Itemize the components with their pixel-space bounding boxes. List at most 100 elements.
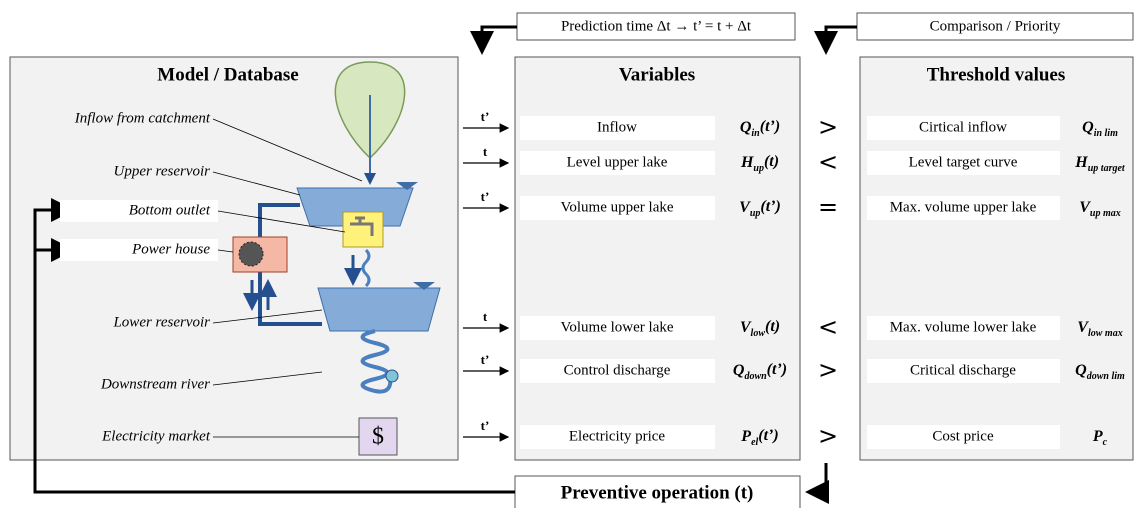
symbol-sub: up target <box>1088 163 1126 174</box>
model-label: Electricity market <box>101 428 211 444</box>
model-label: Downstream river <box>100 376 210 392</box>
symbol-arg: (t’) <box>760 198 780 215</box>
threshold-box <box>867 196 1060 220</box>
threshold-box <box>867 316 1060 340</box>
gauge <box>385 369 399 383</box>
model-title: Model / Database <box>157 64 298 85</box>
variable-name: Volume upper lake <box>560 199 673 215</box>
symbol-base: Q <box>740 119 752 136</box>
symbol: Vup(t’) <box>739 198 781 219</box>
river <box>360 329 393 394</box>
faucet-icon <box>350 216 374 236</box>
symbol-base: V <box>740 319 752 336</box>
threshold-name: Critical discharge <box>910 362 1016 378</box>
threshold-name: Cost price <box>932 428 994 444</box>
arrow <box>805 463 829 504</box>
model-label: Inflow from catchment <box>74 110 211 126</box>
spill <box>361 248 371 288</box>
symbol-arg: (t’) <box>758 427 778 444</box>
variable-box <box>520 359 715 383</box>
market-symbol: $ <box>372 424 384 450</box>
model-label: Power house <box>131 241 210 257</box>
symbol-sub: c <box>1103 437 1108 448</box>
symbol-sub: el <box>751 437 758 448</box>
symbol: Vlow(t) <box>740 318 780 339</box>
symbol: Vlow max <box>1077 319 1122 339</box>
variable-box <box>520 316 715 340</box>
feedback-arrow <box>33 198 515 494</box>
variable-name: Control discharge <box>564 362 671 378</box>
operator: < <box>818 148 838 176</box>
level-marker <box>396 182 418 190</box>
symbol-arg: (t’) <box>760 118 780 135</box>
symbol-sub: up max <box>1090 208 1121 219</box>
prediction-box <box>516 12 796 41</box>
time-label: t’ <box>481 109 490 124</box>
symbol-base: Q <box>1075 362 1087 379</box>
symbol: Pc <box>1092 428 1108 448</box>
label-box <box>60 239 218 261</box>
comparison-label: Comparison / Priority <box>930 18 1061 34</box>
symbol-arg: (t) <box>765 318 780 335</box>
threshold-name: Max. volume lower lake <box>890 319 1037 335</box>
threshold-box <box>867 425 1060 449</box>
threshold-box <box>867 116 1060 140</box>
symbol: Qdown(t’) <box>733 361 787 382</box>
symbol-sub: down lim <box>1087 371 1125 382</box>
symbol-arg: (t) <box>764 153 779 170</box>
operator: = <box>818 193 838 221</box>
symbol-base: V <box>1079 199 1091 216</box>
symbol: Hup(t) <box>740 153 779 174</box>
market-box <box>358 417 398 456</box>
symbol-base: V <box>1077 319 1089 336</box>
symbol: Hup target <box>1074 154 1126 174</box>
variables-title: Variables <box>619 64 695 85</box>
variable-name: Level upper lake <box>567 154 668 170</box>
turbine <box>238 241 264 267</box>
variable-name: Volume lower lake <box>560 319 673 335</box>
symbol-sub: low <box>751 328 766 339</box>
variable-box <box>520 196 715 220</box>
prediction-label: Prediction time Δt → t’ = t + Δt <box>561 18 752 34</box>
model-label: Upper reservoir <box>113 163 210 179</box>
symbol-base: H <box>1074 154 1088 171</box>
operator: > <box>818 356 838 384</box>
threshold-name: Max. volume upper lake <box>890 199 1037 215</box>
time-label: t’ <box>481 352 490 367</box>
symbol-arg: (t’) <box>767 361 787 378</box>
arrow <box>814 25 857 55</box>
symbol: Qin lim <box>1082 119 1118 139</box>
symbol-sub: up <box>750 208 761 219</box>
symbol-base: P <box>740 428 751 445</box>
symbol: Pel(t’) <box>740 427 778 448</box>
arrow <box>470 25 517 55</box>
threshold-box <box>867 359 1060 383</box>
operator: > <box>818 113 838 141</box>
symbol-base: H <box>740 154 754 171</box>
output-label: Preventive operation (t) <box>561 482 754 503</box>
symbol-sub: in lim <box>1094 128 1118 139</box>
symbol-base: Q <box>733 362 745 379</box>
threshold-name: Cirtical inflow <box>919 119 1007 135</box>
symbol-sub: down <box>744 371 767 382</box>
symbol-base: Q <box>1082 119 1094 136</box>
symbol-sub: up <box>753 163 764 174</box>
time-label: t’ <box>481 418 490 433</box>
level-marker <box>413 282 435 290</box>
threshold-name: Level target curve <box>909 154 1018 170</box>
thresholds-title: Threshold values <box>927 64 1066 85</box>
time-label: t <box>483 309 488 324</box>
operator: < <box>818 313 838 341</box>
time-label: t’ <box>481 189 490 204</box>
symbol-sub: in <box>751 128 760 139</box>
threshold-box <box>867 151 1060 175</box>
symbol: Qdown lim <box>1075 362 1125 382</box>
variable-name: Inflow <box>597 119 637 135</box>
variable-box <box>520 425 715 449</box>
operator: > <box>818 422 838 450</box>
symbol-sub: low max <box>1088 328 1123 339</box>
lower-reservoir <box>317 287 441 332</box>
symbol: Vup max <box>1079 199 1121 219</box>
symbol-base: V <box>739 199 751 216</box>
